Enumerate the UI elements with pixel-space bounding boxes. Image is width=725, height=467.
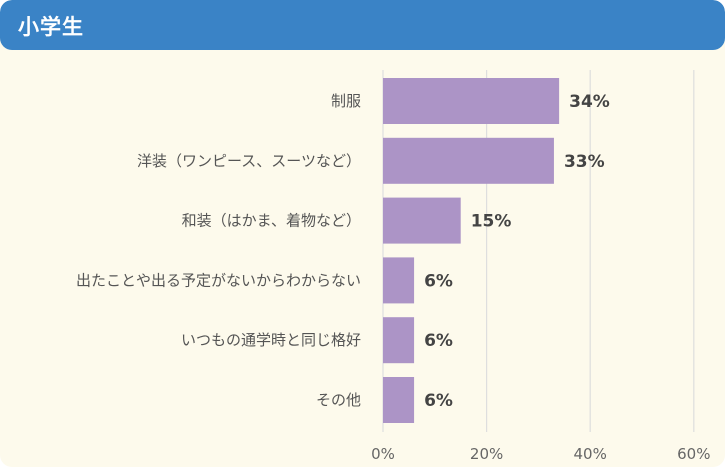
x-tick-label: 60%	[677, 445, 710, 463]
x-tick-label: 40%	[574, 445, 607, 463]
chart-header: 小学生	[0, 0, 725, 50]
value-label: 15%	[471, 212, 512, 232]
category-label: その他	[316, 391, 361, 409]
category-label: 和装（はかま、着物など）	[182, 212, 361, 230]
bar	[383, 257, 415, 304]
bar	[383, 377, 415, 423]
bar	[383, 197, 461, 244]
chart-title: 小学生	[18, 15, 84, 39]
category-label: 洋装（ワンピース、スーツなど）	[137, 152, 361, 170]
value-label: 34%	[569, 92, 610, 112]
category-label: いつもの通学時と同じ格好	[181, 331, 361, 349]
category-label: 出たことや出る予定がないからわからない	[76, 271, 361, 289]
value-label: 33%	[564, 152, 605, 172]
value-label: 6%	[424, 331, 453, 351]
x-tick-label: 0%	[371, 445, 395, 463]
value-label: 6%	[424, 271, 453, 291]
bar	[383, 317, 415, 364]
x-tick-label: 20%	[470, 445, 503, 463]
bar	[383, 137, 554, 184]
category-label: 制服	[331, 92, 361, 110]
bar	[383, 78, 560, 124]
value-label: 6%	[424, 391, 453, 411]
